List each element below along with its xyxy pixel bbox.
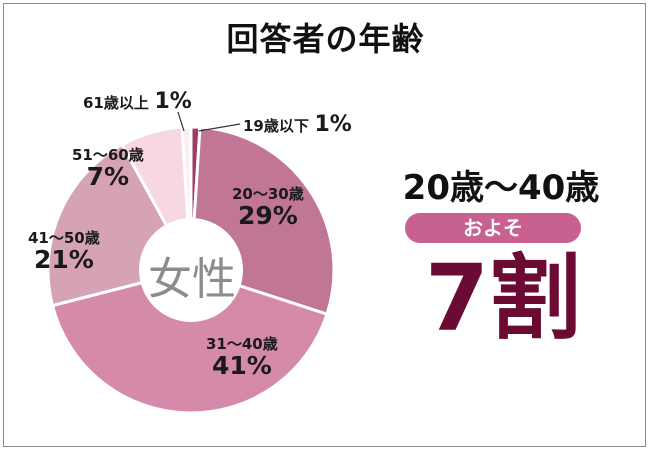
label-51-60: 51〜60歳 7% xyxy=(72,146,144,191)
center-label: 女性 xyxy=(148,254,236,305)
label-61-over: 61歳以上 1% xyxy=(83,90,192,113)
leader-line-61 xyxy=(177,111,185,132)
label-31-40-category: 31〜40歳 xyxy=(206,335,278,353)
label-31-40-percent: 41% xyxy=(211,350,272,380)
label-51-60-category: 51〜60歳 xyxy=(72,146,144,164)
label-51-60-percent: 7% xyxy=(86,161,130,191)
label-19-under: 19歳以下 1% xyxy=(243,113,352,136)
label-61-over-category: 61歳以上 xyxy=(83,94,149,112)
label-41-50-category: 41〜50歳 xyxy=(28,229,100,247)
label-31-40: 31〜40歳 41% xyxy=(206,335,278,380)
label-19-under-category: 19歳以下 xyxy=(243,117,309,135)
leader-line-19 xyxy=(198,123,241,132)
summary-pill: およそ xyxy=(405,213,581,243)
label-41-50: 41〜50歳 21% xyxy=(28,229,100,274)
label-41-50-percent: 21% xyxy=(33,244,94,274)
label-20-30: 20〜30歳 29% xyxy=(232,185,304,230)
label-20-30-percent: 29% xyxy=(237,200,298,230)
label-19-under-percent: 1% xyxy=(314,112,352,137)
label-20-30-category: 20〜30歳 xyxy=(232,185,304,203)
label-61-over-percent: 1% xyxy=(154,89,192,114)
summary-range: 20歳〜40歳 xyxy=(402,168,600,208)
slice-31-40 xyxy=(50,268,329,415)
donut-hole xyxy=(139,218,243,322)
chart-title: 回答者の年齢 xyxy=(226,20,425,58)
summary-value: 7割 xyxy=(424,245,581,352)
